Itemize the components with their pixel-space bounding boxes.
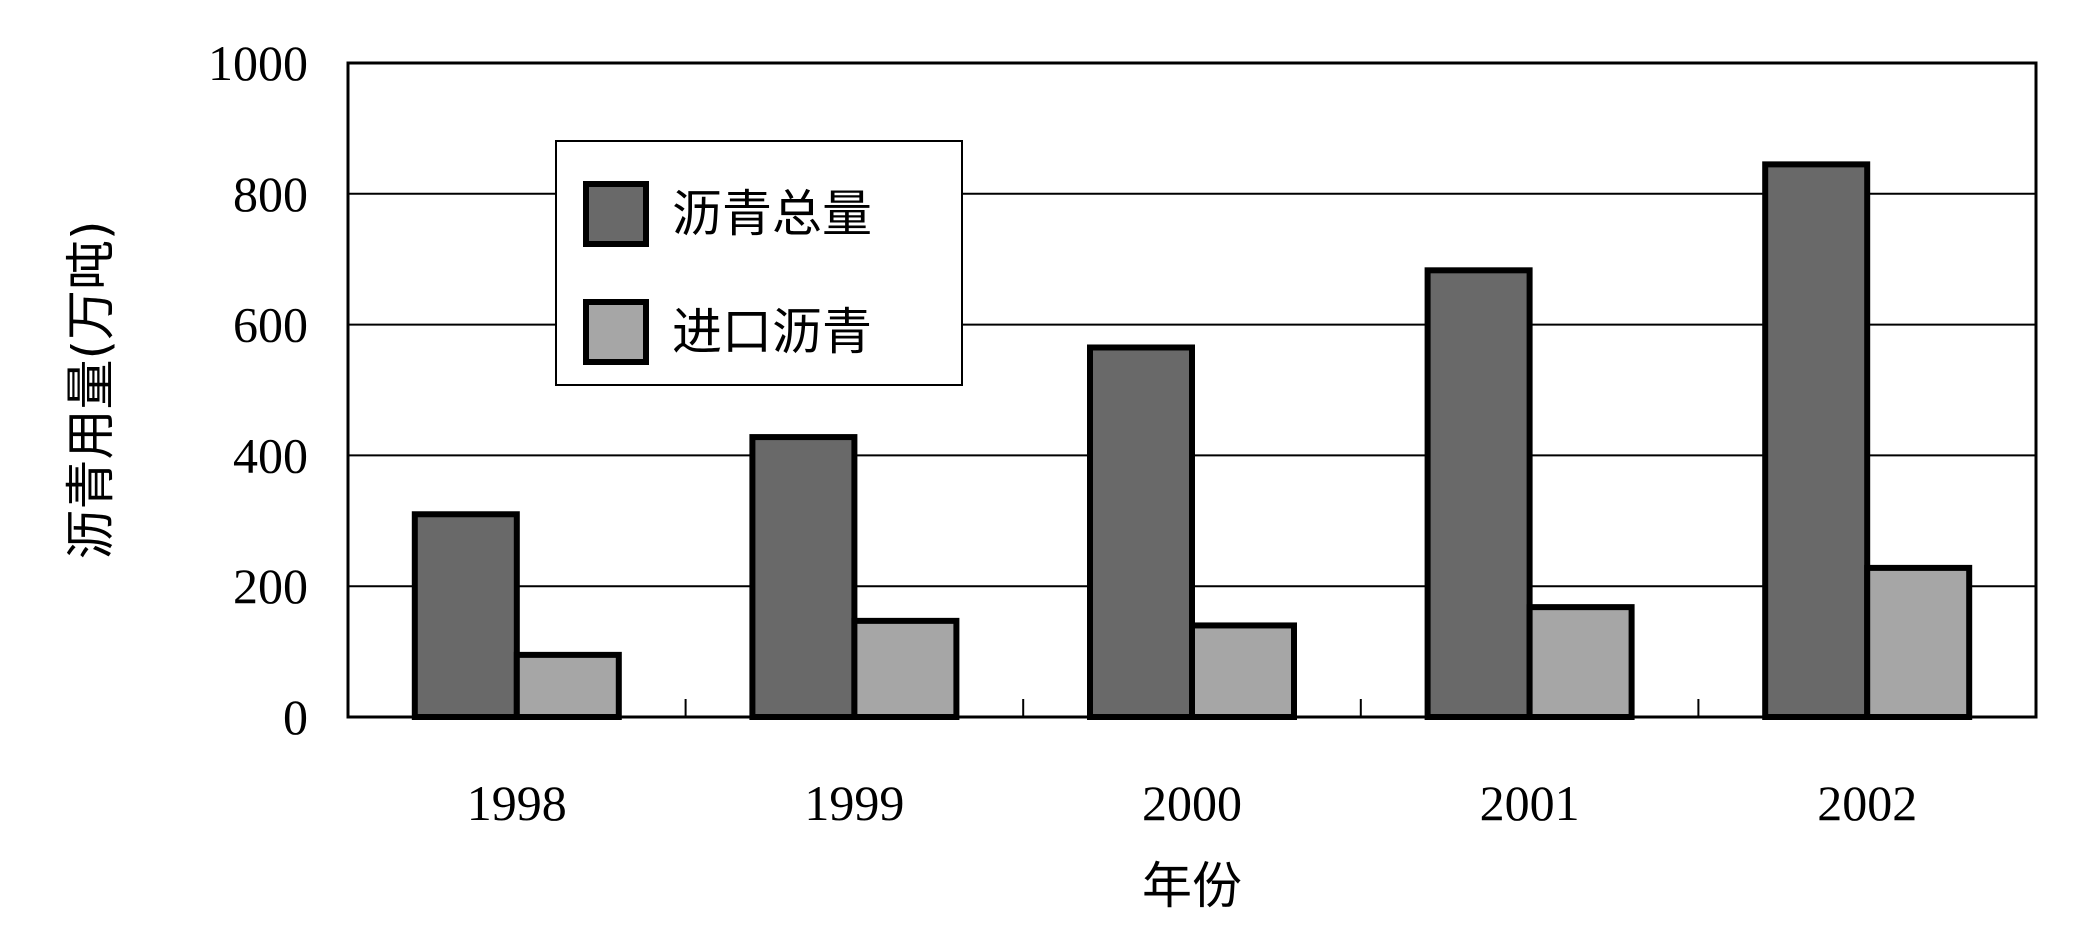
legend-label-total: 沥青总量 [672,185,872,243]
legend-swatch-imported [583,299,649,365]
bar-imported-2002 [1864,564,1973,720]
y-tick-label: 400 [233,427,308,483]
x-tick-label: 2002 [1817,775,1917,831]
y-axis-tick-labels: 0 200 400 600 800 1000 [208,35,308,745]
legend-swatch-total [583,181,649,247]
bar-imported-2000 [1189,622,1297,720]
legend-label-imported: 进口沥青 [672,303,872,361]
x-tick-label: 1998 [467,775,567,831]
bar-total-1998 [411,511,520,721]
y-tick-label: 800 [233,166,308,222]
bar-total-1999 [749,434,858,720]
legend: 沥青总量 进口沥青 [555,140,963,386]
bar-total-2001 [1424,267,1533,720]
y-axis-title: 沥青用量(万吨) [62,220,120,559]
bars [411,161,1973,721]
x-axis-ticks [684,699,1700,717]
y-tick-label: 600 [233,297,308,353]
bar-imported-2001 [1526,604,1635,720]
y-tick-label: 1000 [208,35,308,91]
bar-total-2002 [1762,161,1871,720]
bar-imported-1998 [513,651,622,720]
bar-imported-1999 [851,617,960,720]
plot-area-frame [346,61,2038,719]
y-tick-label: 200 [233,558,308,614]
x-tick-label: 2001 [1480,775,1580,831]
x-axis-tick-labels: 1998 1999 2000 2001 2002 [467,775,1917,831]
bar-total-2000 [1087,344,1195,720]
y-tick-label: 0 [283,689,308,745]
x-tick-label: 1999 [804,775,904,831]
x-axis-title: 年份 [1142,857,1242,915]
x-tick-label: 2000 [1142,775,1242,831]
